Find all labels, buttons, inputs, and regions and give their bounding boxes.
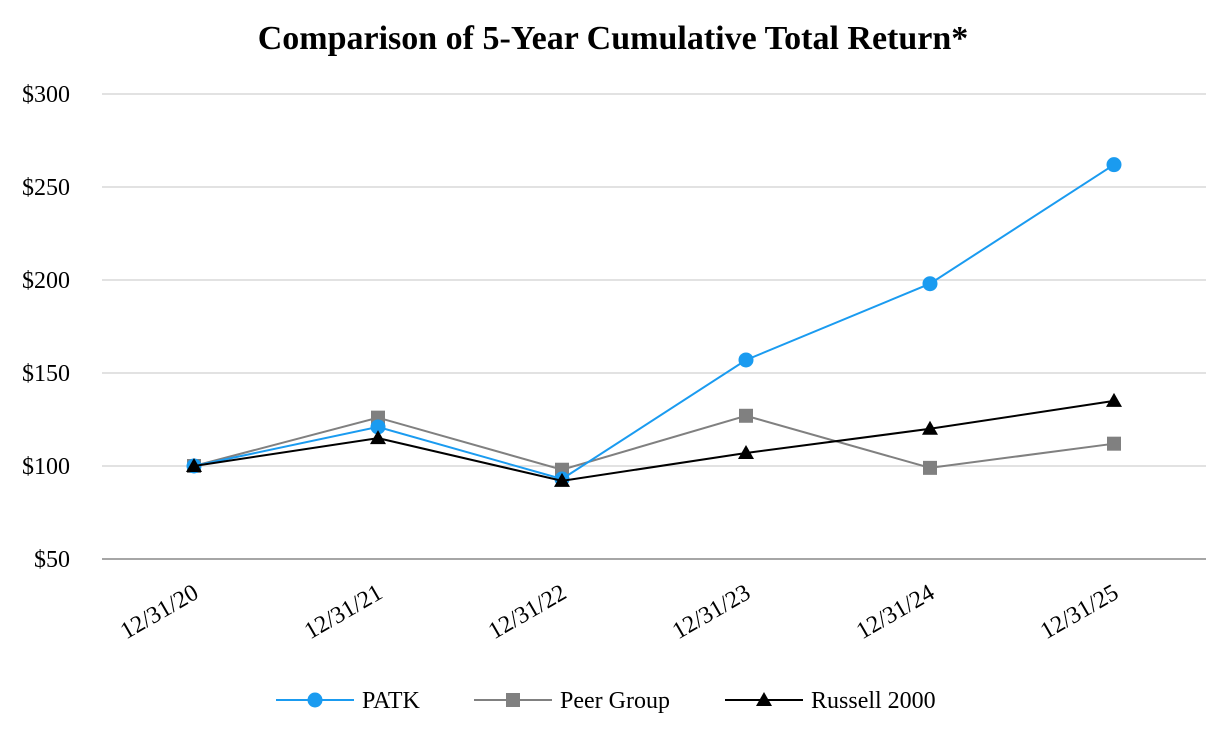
x-tick-label: 12/31/22 <box>484 580 571 645</box>
legend: PATK Peer Group Russell 2000 <box>276 688 936 714</box>
x-axis-ticks: 12/31/20 12/31/21 12/31/22 12/31/23 12/31/24… <box>116 580 1123 645</box>
legend-label: Peer Group <box>560 688 670 714</box>
series-russell-2000 <box>186 392 1122 487</box>
series-group <box>186 157 1122 487</box>
y-tick-label: $50 <box>34 547 70 573</box>
data-point <box>738 352 754 368</box>
series-line <box>193 399 1115 482</box>
legend-label: Russell 2000 <box>811 688 936 714</box>
legend-marker <box>756 692 772 706</box>
x-tick-label: 12/31/20 <box>116 580 203 645</box>
x-tick-label: 12/31/24 <box>852 580 939 645</box>
data-point <box>370 419 386 435</box>
data-point <box>370 430 386 445</box>
y-axis-ticks: $50 $100 $150 $200 $250 $300 <box>22 82 70 573</box>
legend-marker <box>506 693 520 707</box>
y-tick-label: $200 <box>22 268 70 294</box>
x-tick-label: 12/31/23 <box>668 580 755 645</box>
y-tick-label: $300 <box>22 82 70 108</box>
gridlines <box>102 93 1206 560</box>
data-point <box>1106 157 1122 173</box>
data-point <box>1106 392 1122 407</box>
data-point <box>922 276 938 292</box>
legend-item: Peer Group <box>474 688 670 714</box>
series-line <box>193 163 1115 481</box>
chart-title: Comparison of 5-Year Cumulative Total Re… <box>258 20 969 57</box>
legend-label: PATK <box>362 688 420 714</box>
series-line <box>193 414 1115 471</box>
y-tick-label: $250 <box>22 175 70 201</box>
legend-item: Russell 2000 <box>725 688 936 714</box>
legend-item: PATK <box>276 688 420 714</box>
series-patk <box>186 157 1122 487</box>
data-point <box>1107 436 1121 451</box>
x-tick-label: 12/31/21 <box>300 580 387 645</box>
data-point <box>186 458 202 472</box>
y-tick-label: $100 <box>22 454 70 480</box>
data-point <box>739 408 753 423</box>
data-point <box>922 420 938 435</box>
data-point <box>738 444 754 459</box>
data-point <box>554 472 570 487</box>
data-point <box>923 460 937 475</box>
legend-marker <box>307 692 323 708</box>
y-tick-label: $150 <box>22 361 70 387</box>
x-tick-label: 12/31/25 <box>1036 580 1123 645</box>
